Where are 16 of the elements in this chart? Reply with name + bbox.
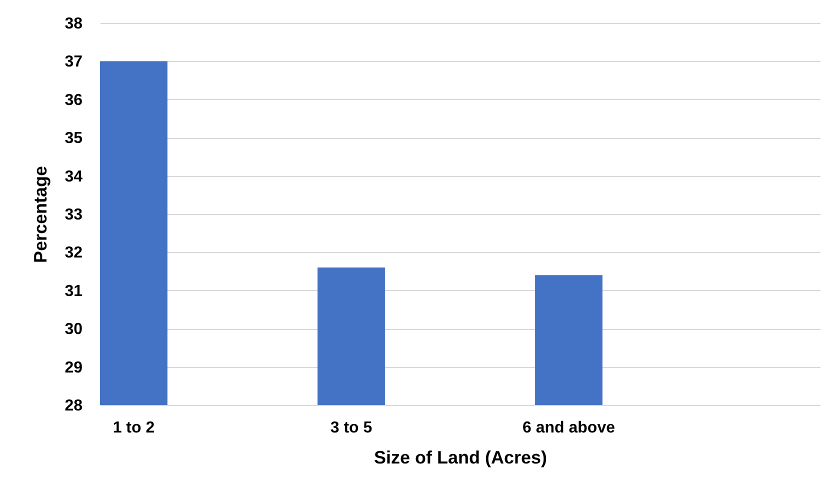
y-tick-label: 30 bbox=[64, 321, 83, 338]
y-tick-label: 31 bbox=[64, 282, 83, 300]
y-tick-label: 29 bbox=[64, 359, 83, 376]
y-tick-label: 33 bbox=[64, 206, 83, 224]
y-tick-label: 28 bbox=[64, 398, 83, 414]
y-axis-title: Percentage bbox=[30, 166, 51, 264]
y-tick-label: 38 bbox=[64, 16, 83, 32]
y-tick-label: 35 bbox=[64, 130, 83, 148]
y-tick-label: 37 bbox=[64, 54, 83, 71]
y-tick-label: 34 bbox=[64, 168, 83, 186]
y-tick-label: 36 bbox=[64, 92, 83, 109]
x-tick-label: 6 and above bbox=[522, 420, 616, 436]
x-tick-label: 3 to 5 bbox=[330, 420, 372, 436]
y-tick-label: 32 bbox=[64, 244, 83, 262]
x-axis-title: Size of Land (Acres) bbox=[374, 448, 548, 468]
x-tick-label: 1 to 2 bbox=[112, 420, 155, 436]
